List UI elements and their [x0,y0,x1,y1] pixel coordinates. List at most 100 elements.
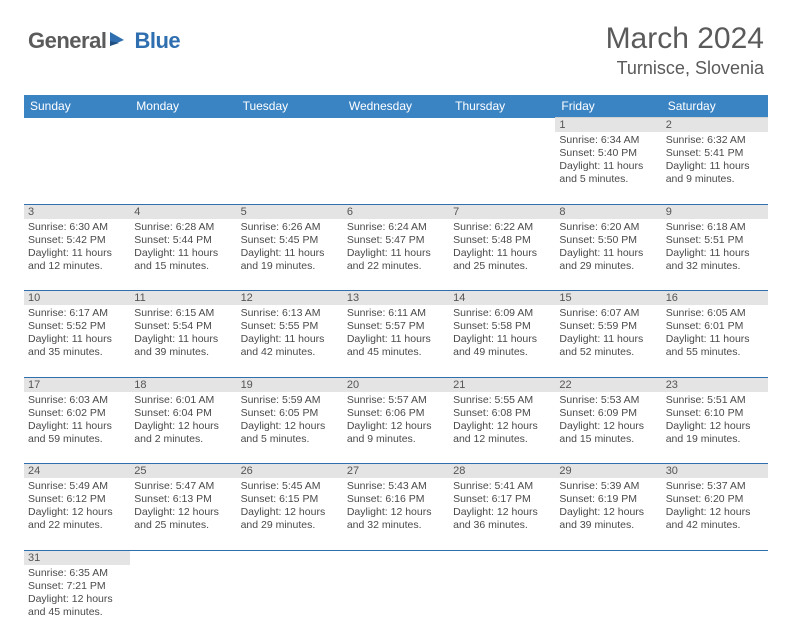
day-number-cell [237,550,343,565]
day-line: Sunset: 5:47 PM [347,234,445,247]
day-line: Sunrise: 6:18 AM [666,221,764,234]
day-content-cell: Sunrise: 6:09 AMSunset: 5:58 PMDaylight:… [449,305,555,377]
day-line: Sunset: 5:58 PM [453,320,551,333]
day-header: Sunday [24,95,130,118]
day-line: Daylight: 12 hours [241,506,339,519]
day-content-cell: Sunrise: 6:17 AMSunset: 5:52 PMDaylight:… [24,305,130,377]
day-number-cell [449,550,555,565]
day-line: Sunrise: 6:32 AM [666,134,764,147]
daynum-row: 24252627282930 [24,464,768,479]
day-line: and 52 minutes. [559,346,657,359]
day-line: Daylight: 11 hours [28,333,126,346]
day-line: Sunset: 6:12 PM [28,493,126,506]
day-line: Sunset: 6:06 PM [347,407,445,420]
day-line: Sunset: 6:15 PM [241,493,339,506]
day-line: Sunrise: 5:57 AM [347,394,445,407]
day-content-cell [343,565,449,637]
day-line: Sunrise: 6:01 AM [134,394,232,407]
day-content-cell [662,565,768,637]
day-line: Sunset: 6:16 PM [347,493,445,506]
day-number-cell [555,550,661,565]
day-line: Daylight: 12 hours [347,420,445,433]
day-line: Daylight: 11 hours [28,247,126,260]
day-line: Daylight: 12 hours [453,420,551,433]
day-content-cell [237,132,343,204]
content-row: Sunrise: 6:35 AMSunset: 7:21 PMDaylight:… [24,565,768,637]
day-line: Sunrise: 6:35 AM [28,567,126,580]
day-content-cell: Sunrise: 6:03 AMSunset: 6:02 PMDaylight:… [24,392,130,464]
day-line: Sunrise: 6:22 AM [453,221,551,234]
day-line: Daylight: 11 hours [666,160,764,173]
day-number-cell: 24 [24,464,130,479]
day-line: Sunset: 5:51 PM [666,234,764,247]
day-line: Sunrise: 5:45 AM [241,480,339,493]
day-content-cell: Sunrise: 5:53 AMSunset: 6:09 PMDaylight:… [555,392,661,464]
day-header: Friday [555,95,661,118]
day-line: and 15 minutes. [559,433,657,446]
day-line: and 36 minutes. [453,519,551,532]
day-line: Sunset: 6:10 PM [666,407,764,420]
daynum-row: 31 [24,550,768,565]
day-number-cell: 4 [130,204,236,219]
flag-icon [110,30,132,53]
day-number-cell: 3 [24,204,130,219]
content-row: Sunrise: 5:49 AMSunset: 6:12 PMDaylight:… [24,478,768,550]
day-content-cell: Sunrise: 5:57 AMSunset: 6:06 PMDaylight:… [343,392,449,464]
day-line: Daylight: 11 hours [28,420,126,433]
day-line: Sunset: 5:42 PM [28,234,126,247]
day-line: Sunset: 6:02 PM [28,407,126,420]
day-line: Sunrise: 6:11 AM [347,307,445,320]
daynum-row: 3456789 [24,204,768,219]
day-line: Sunset: 5:40 PM [559,147,657,160]
day-content-cell: Sunrise: 5:47 AMSunset: 6:13 PMDaylight:… [130,478,236,550]
day-line: Daylight: 11 hours [666,333,764,346]
page-header: General Blue March 2024 Turnisce, Sloven… [0,0,792,85]
day-number-cell: 23 [662,377,768,392]
day-line: and 9 minutes. [347,433,445,446]
day-number-cell: 26 [237,464,343,479]
brand-logo: General Blue [28,22,180,54]
day-line: and 29 minutes. [241,519,339,532]
day-line: Sunset: 6:20 PM [666,493,764,506]
day-number-cell: 15 [555,291,661,306]
daynum-row: 10111213141516 [24,291,768,306]
day-line: Sunset: 6:19 PM [559,493,657,506]
day-number-cell: 27 [343,464,449,479]
day-line: and 49 minutes. [453,346,551,359]
day-line: Sunrise: 6:30 AM [28,221,126,234]
day-number-cell: 10 [24,291,130,306]
day-line: and 2 minutes. [134,433,232,446]
day-line: Daylight: 12 hours [241,420,339,433]
brand-part1: General [28,28,106,54]
day-number-cell: 21 [449,377,555,392]
day-line: Daylight: 11 hours [666,247,764,260]
day-number-cell: 9 [662,204,768,219]
day-content-cell: Sunrise: 6:22 AMSunset: 5:48 PMDaylight:… [449,219,555,291]
daynum-row: 17181920212223 [24,377,768,392]
day-number-cell: 22 [555,377,661,392]
day-number-cell: 17 [24,377,130,392]
day-content-cell [130,565,236,637]
day-header: Saturday [662,95,768,118]
day-line: Daylight: 11 hours [559,160,657,173]
day-line: Daylight: 11 hours [134,247,232,260]
day-content-cell: Sunrise: 6:32 AMSunset: 5:41 PMDaylight:… [662,132,768,204]
day-number-cell: 19 [237,377,343,392]
day-line: Sunrise: 5:37 AM [666,480,764,493]
day-content-cell: Sunrise: 6:24 AMSunset: 5:47 PMDaylight:… [343,219,449,291]
day-line: and 25 minutes. [134,519,232,532]
day-content-cell [343,132,449,204]
day-line: Sunset: 5:48 PM [453,234,551,247]
day-line: and 32 minutes. [666,260,764,273]
day-line: and 9 minutes. [666,173,764,186]
day-line: and 45 minutes. [28,606,126,619]
day-content-cell: Sunrise: 6:13 AMSunset: 5:55 PMDaylight:… [237,305,343,377]
day-line: and 22 minutes. [347,260,445,273]
day-content-cell: Sunrise: 6:18 AMSunset: 5:51 PMDaylight:… [662,219,768,291]
day-line: Daylight: 12 hours [134,506,232,519]
day-line: Daylight: 12 hours [347,506,445,519]
day-line: Sunset: 6:08 PM [453,407,551,420]
day-content-cell: Sunrise: 6:11 AMSunset: 5:57 PMDaylight:… [343,305,449,377]
day-content-cell: Sunrise: 5:49 AMSunset: 6:12 PMDaylight:… [24,478,130,550]
day-line: Sunset: 5:44 PM [134,234,232,247]
